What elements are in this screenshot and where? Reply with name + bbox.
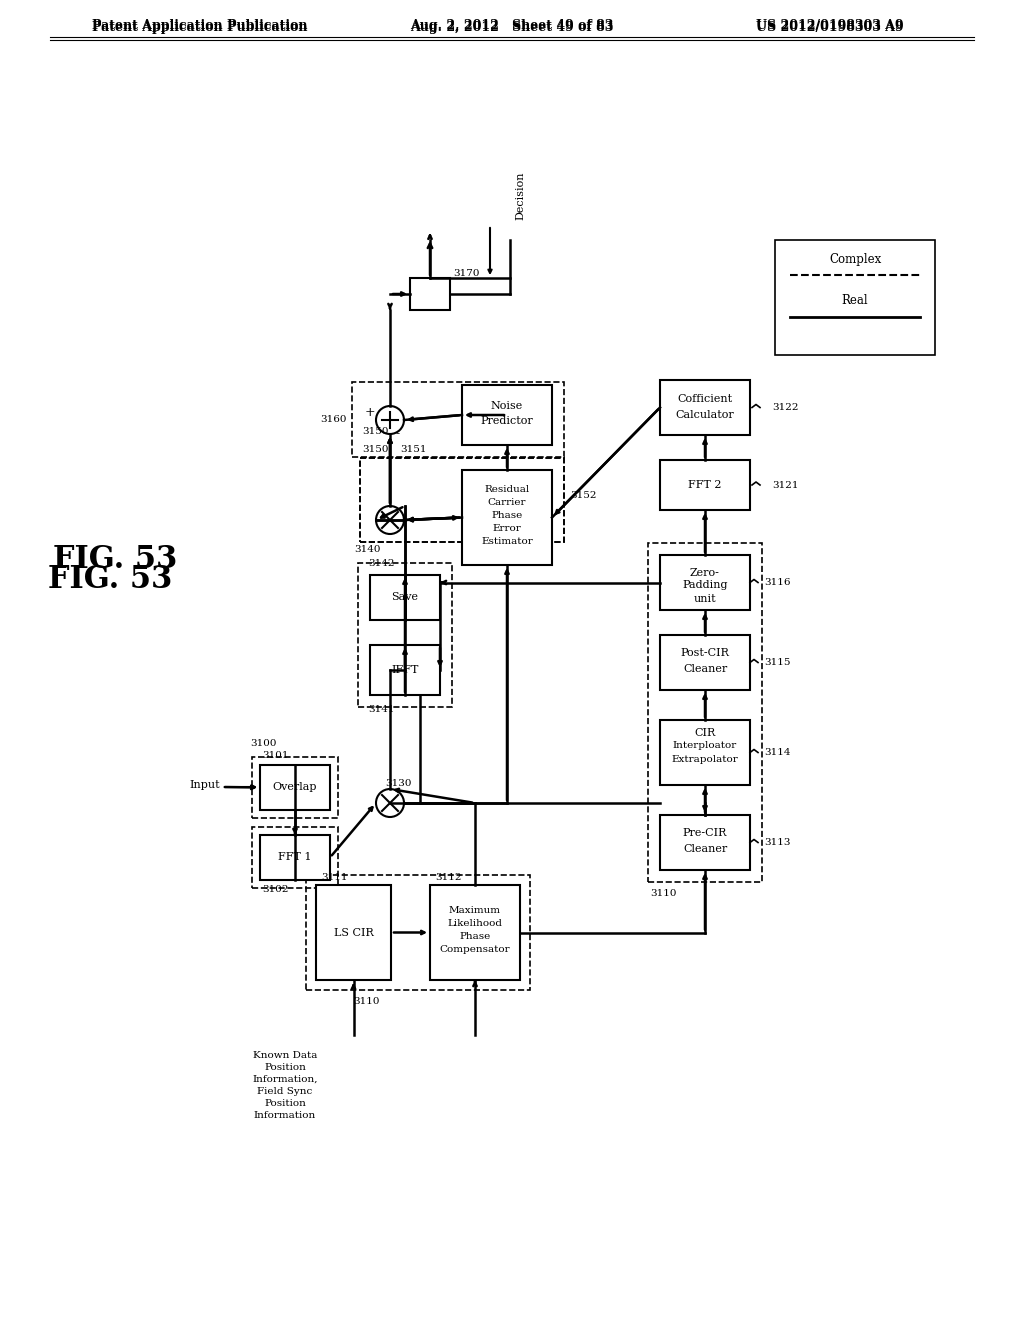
Text: 3160: 3160 [321,414,347,424]
Text: Position: Position [264,1063,306,1072]
Text: FFT 2: FFT 2 [688,480,722,490]
Text: IFFT: IFFT [391,665,419,675]
Text: 3115: 3115 [764,657,791,667]
FancyBboxPatch shape [316,884,391,979]
Text: Residual: Residual [484,484,529,494]
FancyBboxPatch shape [775,240,935,355]
Text: 3141: 3141 [368,705,394,714]
Text: Calculator: Calculator [676,409,734,420]
Text: Cleaner: Cleaner [683,664,727,675]
Text: 3142: 3142 [368,558,394,568]
Text: 3122: 3122 [772,403,799,412]
Text: Likelihood: Likelihood [447,919,503,928]
Text: CIR: CIR [694,727,716,738]
Text: Input: Input [189,780,220,789]
Text: Error: Error [493,524,521,533]
FancyBboxPatch shape [260,766,330,810]
Text: Carrier: Carrier [487,498,526,507]
FancyBboxPatch shape [462,385,552,445]
FancyBboxPatch shape [410,279,450,310]
Text: Zero-: Zero- [690,569,720,578]
Text: Cleaner: Cleaner [683,845,727,854]
Text: Known Data: Known Data [253,1051,317,1060]
Text: Noise: Noise [490,401,523,411]
Text: 3116: 3116 [764,578,791,587]
Text: 3100: 3100 [250,738,276,747]
Text: US 2012/0198303 A9: US 2012/0198303 A9 [756,18,904,32]
Text: 3110: 3110 [352,998,379,1006]
FancyBboxPatch shape [370,576,440,620]
FancyBboxPatch shape [660,814,750,870]
FancyBboxPatch shape [430,884,520,979]
FancyBboxPatch shape [260,836,330,880]
Text: FFT 1: FFT 1 [279,853,311,862]
Text: 3170: 3170 [453,268,479,277]
Text: Padding: Padding [682,581,728,590]
Text: Information: Information [254,1110,316,1119]
Text: Pre-CIR: Pre-CIR [683,829,727,838]
Text: Real: Real [842,293,868,306]
Text: Information,: Information, [252,1074,317,1084]
FancyBboxPatch shape [660,719,750,785]
Text: 3112: 3112 [435,873,462,882]
Text: Overlap: Overlap [272,783,317,792]
Text: Complex: Complex [828,253,881,267]
Text: Cofficient: Cofficient [678,393,732,404]
Text: -: - [396,428,400,441]
FancyBboxPatch shape [462,470,552,565]
Text: Save: Save [391,593,419,602]
Text: 3121: 3121 [772,480,799,490]
Text: 3151: 3151 [400,446,427,454]
FancyBboxPatch shape [370,645,440,696]
Text: Maximum: Maximum [449,906,501,915]
FancyBboxPatch shape [660,459,750,510]
Text: 3102: 3102 [262,886,289,895]
Text: Estimator: Estimator [481,537,532,546]
Text: FIG. 53: FIG. 53 [53,544,177,576]
Text: 3152: 3152 [570,491,597,499]
Text: unit: unit [693,594,717,603]
Text: Phase: Phase [492,511,522,520]
Text: 3113: 3113 [764,838,791,847]
Text: 3140: 3140 [354,545,381,554]
Text: Phase: Phase [460,932,490,941]
Text: +: + [365,405,376,418]
Text: Compensator: Compensator [439,945,510,954]
Text: Aug. 2, 2012   Sheet 49 of 83: Aug. 2, 2012 Sheet 49 of 83 [411,18,613,32]
Circle shape [376,407,404,434]
Text: LS CIR: LS CIR [334,928,374,937]
Text: 3150: 3150 [362,426,388,436]
Text: Patent Application Publication: Patent Application Publication [92,21,308,34]
Text: Predictor: Predictor [480,416,534,426]
Text: 3110: 3110 [650,890,677,899]
FancyBboxPatch shape [660,554,750,610]
Text: Extrapolator: Extrapolator [672,755,738,764]
Text: Aug. 2, 2012   Sheet 49 of 83: Aug. 2, 2012 Sheet 49 of 83 [411,21,613,34]
Text: Post-CIR: Post-CIR [681,648,729,659]
FancyBboxPatch shape [660,380,750,436]
Text: FIG. 53: FIG. 53 [48,565,172,595]
Circle shape [376,789,404,817]
Text: 3111: 3111 [321,873,347,882]
Text: 3114: 3114 [764,748,791,756]
Circle shape [376,506,404,535]
Text: 3130: 3130 [385,779,412,788]
Text: Position: Position [264,1098,306,1107]
Text: Decision: Decision [515,172,525,220]
Text: 3101: 3101 [262,751,289,759]
Text: Field Sync: Field Sync [257,1086,312,1096]
Text: Patent Application Publication: Patent Application Publication [92,18,308,32]
Text: US 2012/0198303 A9: US 2012/0198303 A9 [756,21,904,34]
FancyBboxPatch shape [660,635,750,690]
Text: Interploator: Interploator [673,741,737,750]
Text: 3150: 3150 [362,446,388,454]
